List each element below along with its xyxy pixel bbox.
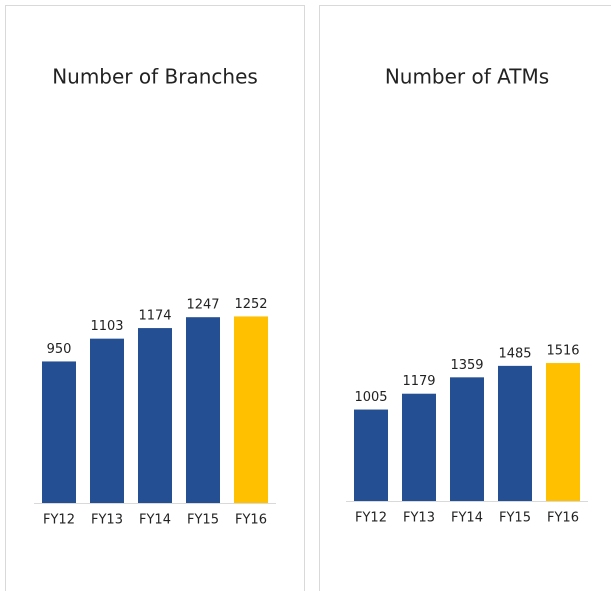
x-tick-label: FY14 [451,511,483,526]
chart-title: Number of ATMs [385,65,549,89]
bar [546,363,580,501]
bar [138,328,172,503]
data-label: 1174 [138,309,171,324]
data-label: 1516 [546,344,579,359]
bar [186,317,220,503]
bar [234,316,268,503]
x-tick-label: FY13 [403,511,435,526]
bar [498,365,532,501]
x-tick-label: FY16 [235,513,267,528]
bar [354,409,388,501]
x-tick-label: FY15 [499,511,531,526]
data-label: 1252 [234,297,267,312]
data-label: 1179 [402,374,435,389]
data-label: 1103 [90,319,123,334]
bar [450,377,484,501]
x-tick-label: FY13 [91,513,123,528]
data-label: 1359 [450,358,483,373]
x-tick-label: FY14 [139,513,171,528]
bar [402,393,436,501]
x-tick-label: FY12 [43,513,75,528]
bar [90,338,124,503]
data-label: 1005 [354,390,387,405]
data-label: 1485 [498,346,531,361]
x-tick-label: FY12 [355,511,387,526]
chart-title: Number of Branches [52,65,258,89]
x-tick-label: FY16 [547,511,579,526]
panel [319,5,611,591]
data-label: 1247 [186,298,219,313]
bar [42,361,76,503]
x-tick-label: FY15 [187,513,219,528]
data-label: 950 [47,342,72,357]
